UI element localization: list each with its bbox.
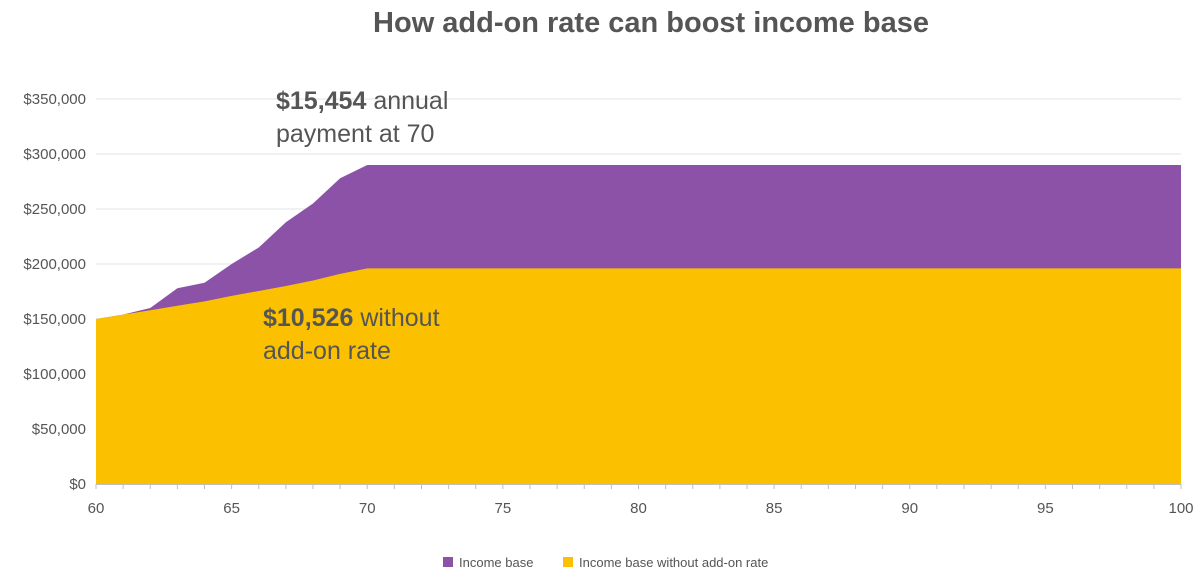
plot-areas <box>96 165 1181 484</box>
area-income-base-without-addon <box>96 268 1181 484</box>
y-tick-label: $350,000 <box>23 91 86 108</box>
legend-swatch-income-base <box>443 557 453 567</box>
annotation-without-addon-suffix: without <box>353 304 439 332</box>
y-tick-label: $100,000 <box>23 366 86 383</box>
x-tick-label: 100 <box>1168 500 1193 517</box>
legend: Income base Income base without add-on r… <box>443 555 768 570</box>
y-tick-label: $50,000 <box>32 421 86 438</box>
x-tick-label: 85 <box>766 500 783 517</box>
annotation-without-addon-amount: $10,526 <box>263 304 353 332</box>
annotation-with-addon-line2: payment at 70 <box>276 120 434 148</box>
y-tick-label: $300,000 <box>23 146 86 163</box>
annotation-with-addon-amount: $15,454 <box>276 87 366 115</box>
x-tick-label: 75 <box>495 500 512 517</box>
y-axis: $0 $50,000 $100,000 $150,000 $200,000 $250,00… <box>23 91 86 493</box>
y-tick-label: $200,000 <box>23 256 86 273</box>
x-tick-label: 80 <box>630 500 647 517</box>
legend-label-income-base-without-addon: Income base without add-on rate <box>579 555 768 570</box>
annotation-with-addon-suffix: annual <box>366 87 448 115</box>
x-tick-label: 60 <box>88 500 105 517</box>
y-tick-label: $0 <box>69 476 86 493</box>
chart-title: How add-on rate can boost income base <box>373 7 929 39</box>
x-axis: 60 65 70 75 80 85 90 95 100 <box>88 484 1194 517</box>
legend-label-income-base: Income base <box>459 555 533 570</box>
annotation-with-addon-line1: $15,454 annual <box>276 87 448 115</box>
annotation-without-addon-line1: $10,526 without <box>263 304 440 332</box>
annotation-without-addon-line2: add-on rate <box>263 337 391 365</box>
legend-swatch-income-base-without-addon <box>563 557 573 567</box>
y-tick-label: $250,000 <box>23 201 86 218</box>
y-tick-label: $150,000 <box>23 311 86 328</box>
x-tick-label: 90 <box>901 500 918 517</box>
x-tick-label: 70 <box>359 500 376 517</box>
x-tick-label: 95 <box>1037 500 1054 517</box>
x-tick-label: 65 <box>223 500 240 517</box>
